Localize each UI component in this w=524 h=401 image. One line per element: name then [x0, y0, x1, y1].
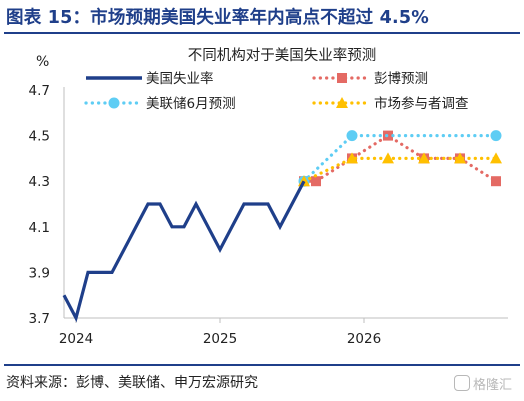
data-point: [298, 175, 310, 187]
x-tick-label: 2024: [59, 331, 93, 347]
chart-title: 不同机构对于美国失业率预测: [188, 47, 377, 64]
data-point: [382, 152, 394, 164]
data-point: [490, 152, 502, 164]
y-tick-label: 3.9: [29, 265, 50, 281]
data-point: [490, 130, 502, 142]
legend-marker: [337, 73, 347, 83]
y-axis-unit: %: [36, 54, 49, 70]
legend-label: 市场参与者调查: [374, 95, 469, 112]
legend-label: 彭博预测: [374, 70, 428, 87]
legend-marker: [108, 97, 120, 109]
source-note: 资料来源：彭博、美联储、申万宏源研究: [6, 375, 258, 391]
legend-item: 市场参与者调查: [312, 95, 469, 112]
y-tick-label: 4.7: [29, 83, 50, 99]
legend-label: 美联储6月预测: [146, 96, 236, 112]
data-point: [311, 176, 321, 187]
data-point: [346, 152, 358, 164]
series-line: [302, 156, 498, 183]
series-layer: [62, 130, 502, 323]
figure-title: 图表 15：市场预期美国失业率年内高点不超过 4.5%: [6, 8, 429, 28]
data-point: [491, 176, 501, 187]
watermark-logo-icon: [453, 375, 470, 391]
watermark-text: 格隆汇: [472, 378, 512, 393]
y-tick-label: 4.1: [29, 220, 50, 236]
series-0: [62, 180, 306, 323]
title-rule: [4, 32, 520, 34]
series-line: [302, 134, 498, 183]
legend-marker: [336, 97, 348, 108]
series-line: [62, 180, 306, 323]
x-tick-label: 2026: [347, 331, 381, 347]
legend-item: 美联储6月预测: [84, 96, 236, 112]
legend-item: 彭博预测: [312, 70, 428, 87]
data-point: [418, 152, 430, 164]
y-tick-label: 4.3: [29, 174, 50, 190]
line-chart: 不同机构对于美国失业率预测 % 3.73.94.14.34.54.7 2024 2…: [29, 47, 508, 347]
legend-item: 美国失业率: [86, 70, 214, 87]
y-tick-label: 4.5: [29, 129, 50, 145]
series-3: [298, 152, 502, 187]
y-tick-label: 3.7: [29, 311, 50, 327]
source-rule: [4, 364, 520, 366]
x-tick-label: 2025: [203, 331, 237, 347]
watermark: 格隆汇: [453, 374, 512, 393]
legend-label: 美国失业率: [146, 70, 214, 87]
y-tick-labels: 3.7 3.9 4.1 4.3 4.5 4.7: [29, 83, 50, 327]
data-point: [346, 130, 358, 142]
data-point: [454, 152, 466, 164]
x-tick-labels: 2024 2025 2026: [59, 318, 381, 347]
